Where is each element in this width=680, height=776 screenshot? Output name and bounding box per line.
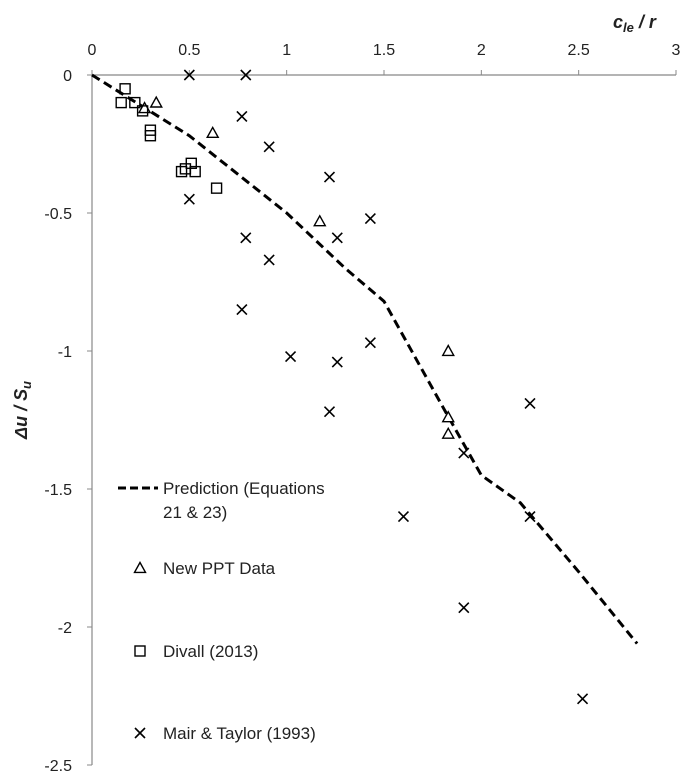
- legend-new-ppt: New PPT Data: [163, 559, 276, 578]
- x-point: [236, 304, 248, 316]
- legend-prediction-line1: Prediction (Equations: [163, 479, 325, 498]
- triangle-point: [441, 426, 455, 439]
- square-point: [175, 165, 188, 178]
- x-point: [263, 254, 275, 266]
- square-marker-icon: [134, 645, 146, 657]
- prediction-series: [91, 73, 639, 645]
- x-tick-label: 0.5: [178, 42, 200, 59]
- y-axis-ticks: 0 -0.5 -1 -1.5 -2 -2.5: [44, 68, 92, 775]
- square-point: [115, 96, 127, 109]
- y-tick-label: -1: [58, 344, 72, 361]
- x-marker-icon: [134, 727, 146, 739]
- x-point: [458, 447, 470, 459]
- square-point: [136, 105, 149, 117]
- legend-x-marker: [134, 727, 146, 739]
- x-point: [364, 337, 376, 349]
- x-point: [323, 171, 336, 183]
- x-point: [183, 193, 195, 205]
- x-tick-label: 1: [282, 42, 291, 59]
- x-point: [263, 141, 275, 153]
- data-markers: [115, 69, 589, 705]
- x-point: [331, 356, 343, 368]
- x-axis-title: cle / r: [613, 12, 657, 35]
- x-point: [323, 406, 336, 418]
- x-point: [576, 693, 589, 705]
- y-tick-label: -2: [58, 620, 72, 637]
- x-tick-label: 2.5: [568, 42, 590, 59]
- legend: Prediction (Equations 21 & 23) New PPT D…: [118, 479, 325, 743]
- y-tick-label: -2.5: [44, 758, 72, 775]
- square-point: [129, 96, 141, 109]
- x-axis-ticks: 0 0.5 1 1.5 2 2.5 3: [88, 42, 680, 75]
- square-point: [144, 130, 157, 142]
- triangle-point: [441, 410, 455, 423]
- prediction-line: [91, 73, 639, 645]
- x-point: [524, 511, 536, 523]
- x-point: [397, 511, 410, 523]
- x-point: [240, 69, 252, 81]
- legend-mair-taylor: Mair & Taylor (1993): [163, 724, 316, 743]
- square-point: [119, 83, 131, 95]
- x-point: [364, 212, 376, 225]
- y-tick-label: -0.5: [44, 206, 72, 223]
- x-point: [458, 602, 470, 614]
- x-point: [236, 110, 248, 122]
- x-point: [524, 397, 536, 410]
- square-point: [189, 165, 201, 178]
- triangle-point: [441, 344, 455, 357]
- triangle-point: [149, 95, 163, 108]
- triangle-marker-icon: [133, 561, 147, 574]
- x-tick-label: 1.5: [373, 42, 395, 59]
- x-point: [240, 232, 252, 244]
- legend-divall: Divall (2013): [163, 642, 258, 661]
- x-point: [284, 350, 297, 363]
- y-tick-label: -1.5: [44, 482, 72, 499]
- triangle-point: [313, 214, 327, 227]
- square-point: [210, 182, 223, 194]
- chart-axes: [91, 74, 676, 765]
- triangle-point: [206, 126, 220, 139]
- y-tick-label: 0: [63, 68, 72, 85]
- x-tick-label: 0: [88, 42, 97, 59]
- x-point: [183, 69, 195, 81]
- y-axis-title: Δu / Su: [11, 381, 34, 440]
- square-point: [185, 157, 197, 170]
- legend-triangle-marker: [133, 561, 147, 574]
- x-point: [331, 232, 343, 244]
- legend-square-marker: [134, 645, 146, 657]
- x-tick-label: 2: [477, 42, 486, 59]
- x-tick-label: 3: [672, 42, 680, 59]
- legend-prediction-line2: 21 & 23): [163, 503, 227, 522]
